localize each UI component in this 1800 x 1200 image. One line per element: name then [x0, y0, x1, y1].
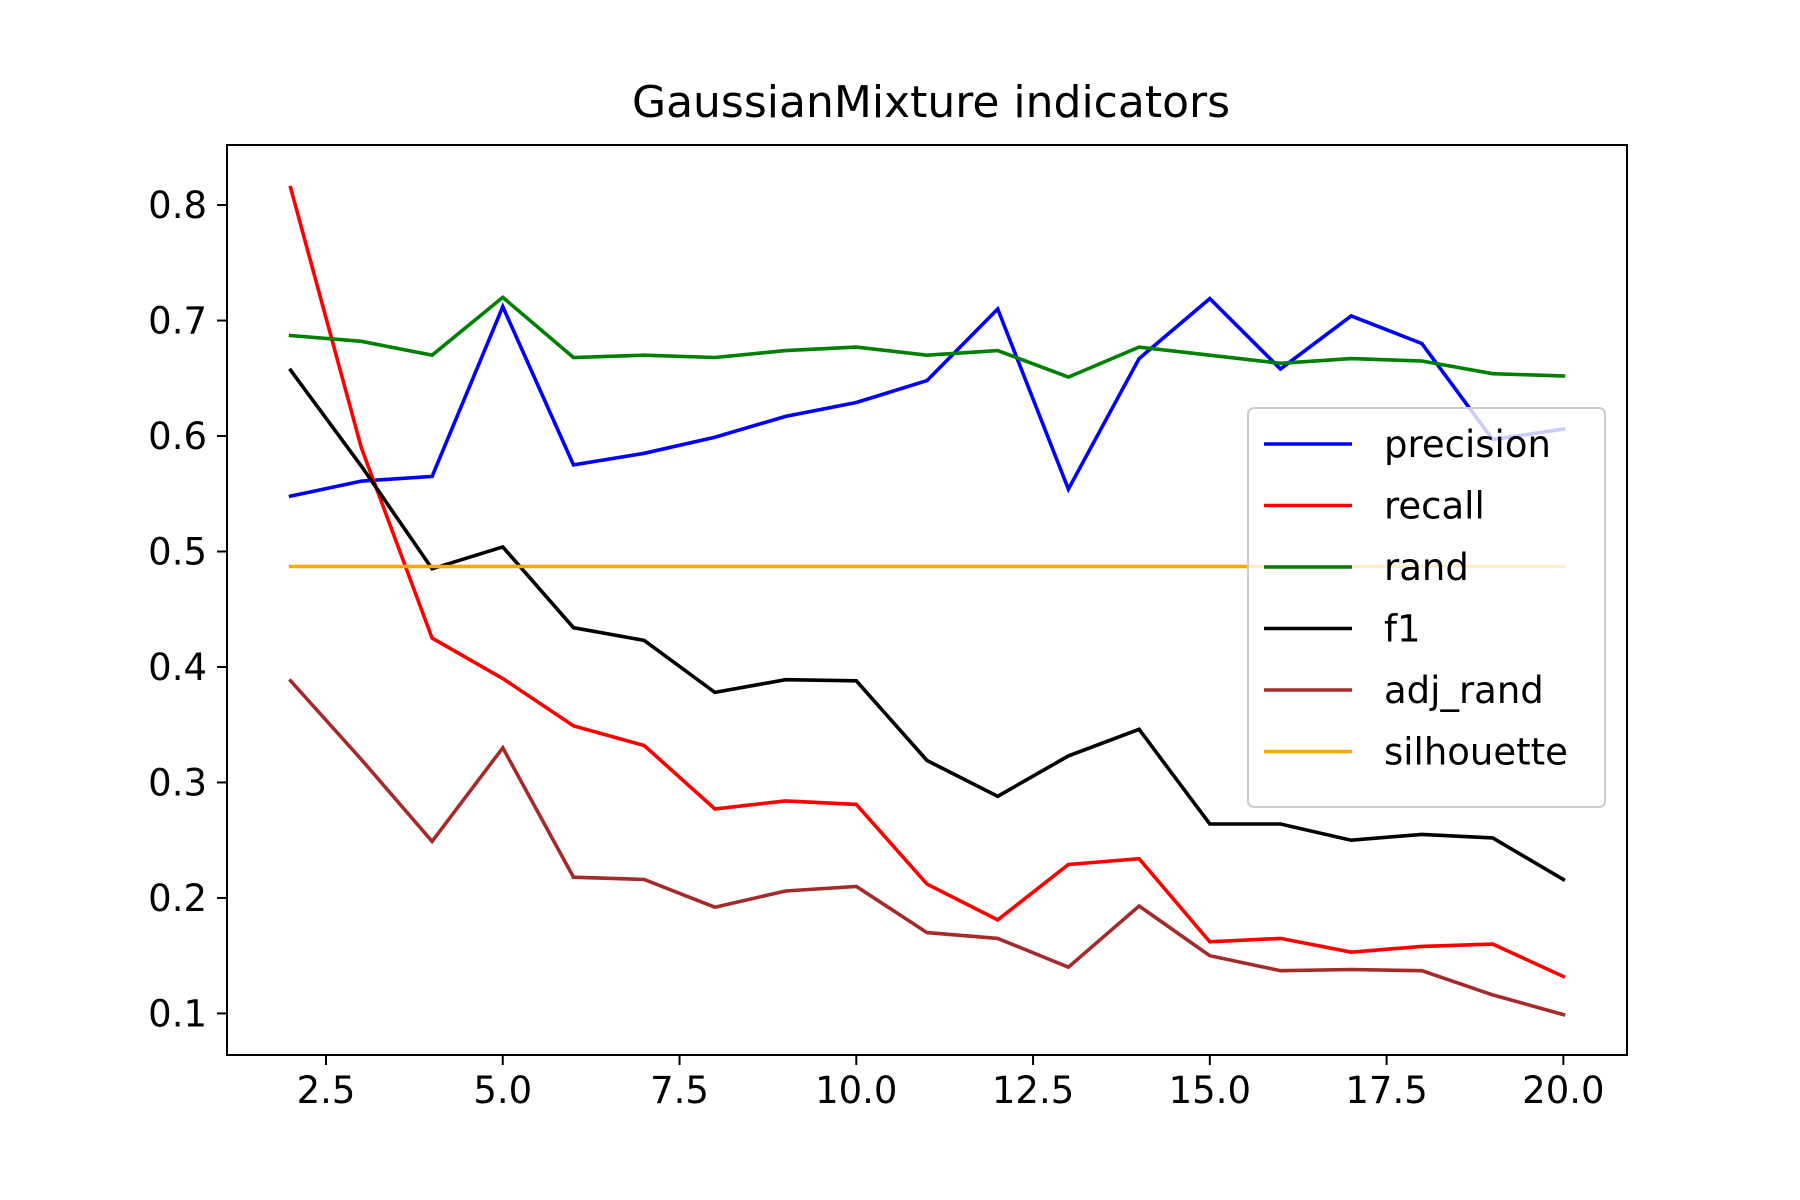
x-tick-label: 2.5: [297, 1069, 356, 1112]
x-tick-label: 15.0: [1169, 1069, 1251, 1112]
chart-title: GaussianMixture indicators: [632, 77, 1230, 128]
legend-label-precision: precision: [1384, 423, 1551, 466]
series-line-rand: [288, 295, 1566, 380]
y-tick-label: 0.6: [148, 415, 207, 458]
axis-layer: 2.5 5.0 7.5 10.0 12.5 15.0 17.5 20.0 0.1 0.2 0.3 0.…: [148, 144, 1628, 1112]
legend-label-recall: recall: [1384, 485, 1485, 528]
legend: precision recall rand f1 adj_rand silhouette: [1247, 407, 1606, 808]
series-line-f1: [288, 367, 1566, 882]
y-tick-label: 0.3: [148, 761, 207, 804]
plot-frame: [226, 144, 1628, 1056]
x-tick-label: 17.5: [1345, 1069, 1427, 1112]
legend-label-adj-rand: adj_rand: [1384, 669, 1544, 712]
y-tick-label: 0.4: [148, 646, 207, 689]
legend-label-rand: rand: [1384, 546, 1469, 589]
series-line-recall: [288, 185, 1566, 979]
series-line-precision: [288, 296, 1566, 499]
legend-label-f1: f1: [1384, 608, 1421, 651]
legend-label-silhouette: silhouette: [1384, 731, 1568, 774]
legend-box: [1247, 407, 1606, 808]
x-tick-label: 20.0: [1522, 1069, 1604, 1112]
x-tick-label: 7.5: [650, 1069, 709, 1112]
x-tick-label: 10.0: [815, 1069, 897, 1112]
y-tick-label: 0.1: [148, 992, 207, 1035]
y-tick-label: 0.8: [148, 184, 207, 227]
series-line-adj-rand: [288, 678, 1566, 1017]
y-tick-label: 0.7: [148, 300, 207, 343]
x-tick-label: 5.0: [473, 1069, 532, 1112]
y-tick-label: 0.2: [148, 877, 207, 920]
y-tick-label: 0.5: [148, 530, 207, 573]
x-tick-label: 12.5: [992, 1069, 1074, 1112]
